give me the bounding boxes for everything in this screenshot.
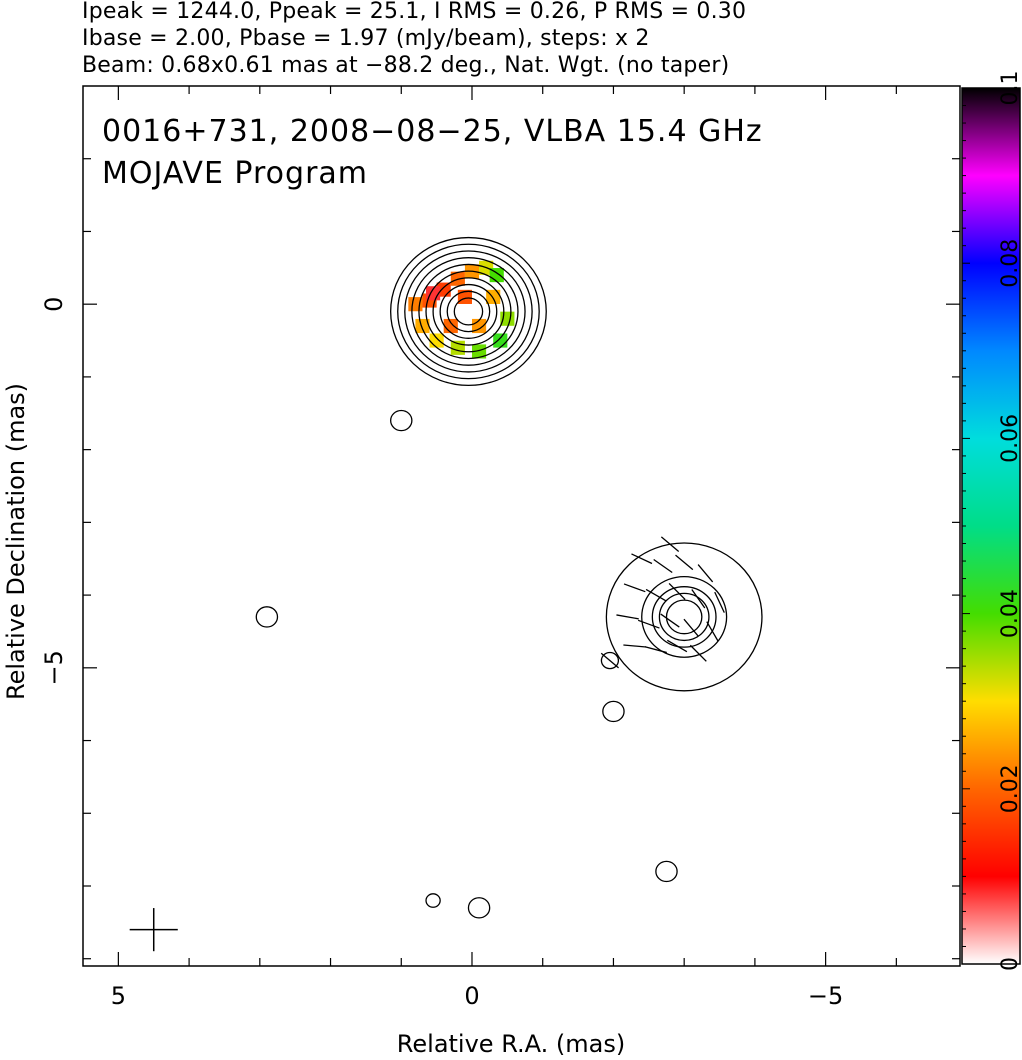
ev-vector-17: [689, 644, 707, 662]
contour-1-1: [641, 575, 728, 658]
contour-8-0: [425, 893, 441, 908]
axis-ticks: 5 0 −5 0 −5: [40, 86, 960, 1010]
colorbar: [961, 87, 1021, 965]
ev-vector-10: [637, 619, 660, 629]
contour-4-0: [600, 651, 620, 670]
ev-vector-14: [623, 644, 646, 648]
ev-vector-4: [623, 583, 646, 593]
header-line-base: Ibase = 2.00, Pbase = 1.97 (mJy/beam), s…: [82, 26, 650, 51]
ev-vector-2: [675, 554, 694, 571]
contour-0-7: [439, 283, 498, 339]
ev-vector-9: [616, 614, 639, 620]
pol-pixel-10: [493, 333, 508, 348]
contour-0-4: [418, 263, 519, 360]
ev-vector-16: [666, 639, 688, 653]
x-axis-label-wrap: Relative R.A. (mas): [0, 1030, 1022, 1058]
y-tick-label-1: −5: [40, 650, 68, 685]
ev-vector-0: [631, 553, 653, 565]
y-axis-label: Relative Declination (mas): [2, 383, 30, 700]
ev-vector-12: [683, 618, 700, 637]
colorbar-tick-label-4: 0.08: [998, 239, 1022, 288]
contour-0-6: [432, 277, 505, 346]
ev-vector-3: [697, 564, 714, 583]
ev-vector-8: [714, 591, 725, 613]
colorbar-tick-label-1: 0.02: [998, 764, 1022, 813]
ev-vector-7: [691, 589, 706, 609]
ev-vector-11: [660, 613, 680, 628]
header-line-peaks: Ipeak = 1244.0, Ppeak = 25.1, I RMS = 0.…: [82, 0, 747, 24]
pol-pixel-8: [450, 340, 465, 355]
ev-vector-15: [644, 646, 667, 654]
contour-1-0: [605, 542, 763, 692]
colorbar-tick-label-5: 0.1: [998, 71, 1022, 106]
total-intensity-contours: [255, 236, 763, 919]
contour-0-1: [397, 243, 540, 380]
contour-3-0: [255, 606, 279, 628]
contour-1-4: [665, 599, 703, 635]
chart-subtitle: MOJAVE Program: [102, 156, 368, 191]
colorbar-ticks: 0 0.02 0.04 0.06 0.08 0.1: [962, 71, 1022, 971]
contour-0-8: [446, 290, 491, 333]
contour-1-2: [651, 586, 717, 648]
contour-0-2: [404, 250, 533, 373]
colorbar-tick-label-0: 0: [998, 957, 1022, 971]
contour-0-9: [453, 297, 484, 326]
chart-title: 0016+731, 2008−08−25, VLBA 15.4 GHz: [102, 114, 763, 149]
y-tick-label-0: 0: [40, 297, 68, 312]
contour-0-0: [390, 236, 547, 387]
contour-2-0: [390, 409, 413, 432]
x-axis-label: Relative R.A. (mas): [396, 1030, 626, 1058]
header-line-beam: Beam: 0.68x0.61 mas at −88.2 deg., Nat. …: [82, 53, 730, 78]
ev-vectors: [600, 536, 725, 669]
ev-vector-18: [660, 536, 680, 552]
plot-frame: [82, 85, 961, 967]
beam-marker: [129, 908, 178, 952]
contour-0-5: [425, 270, 512, 353]
contour-1-3: [658, 592, 710, 642]
x-tick-label-2: −5: [808, 982, 843, 1010]
pol-pixel-6: [415, 318, 430, 334]
ev-vector-13: [706, 621, 719, 642]
contour-5-0: [602, 700, 625, 723]
pol-pixel-13: [443, 318, 458, 334]
pol-pixel-7: [429, 333, 444, 348]
contour-0-3: [411, 257, 526, 366]
colorbar-tick-label-2: 0.04: [998, 589, 1022, 638]
ev-vector-5: [645, 588, 667, 602]
ev-vector-19: [600, 652, 619, 669]
x-tick-label-0: 5: [111, 982, 126, 1010]
pol-pixel-9: [471, 344, 487, 359]
ev-vector-1: [653, 558, 673, 574]
contour-6-0: [655, 860, 678, 883]
x-tick-label-1: 0: [464, 982, 479, 1010]
colorbar-tick-label-3: 0.06: [998, 414, 1022, 463]
contour-7-0: [467, 897, 491, 919]
ev-vector-6: [668, 582, 686, 600]
